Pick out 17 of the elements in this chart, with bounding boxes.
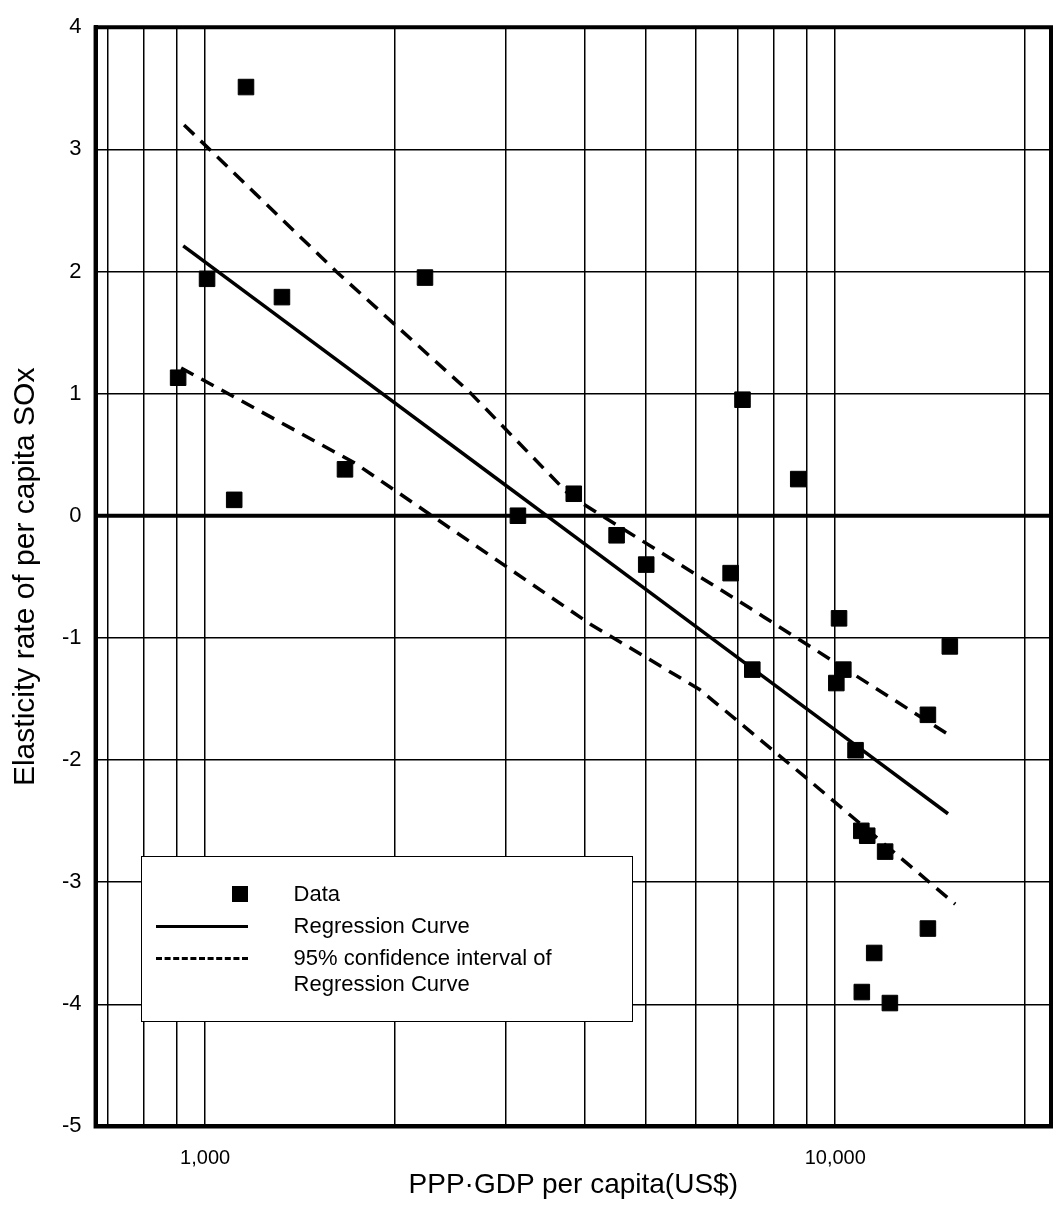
y-tick-label: -3 <box>62 868 82 894</box>
legend-label: 95% confidence interval of Regression Curve <box>293 945 553 998</box>
y-tick-label: 0 <box>69 501 82 527</box>
x-tick-label: 1,000 <box>180 1145 231 1168</box>
y-tick-label: 3 <box>69 135 82 161</box>
y-tick-label: 4 <box>69 13 82 39</box>
legend-label: Regression Curve <box>293 913 470 940</box>
y-tick-label: -2 <box>62 746 82 772</box>
x-tick-label: 10,000 <box>804 1145 866 1168</box>
y-tick-label: -5 <box>62 1112 82 1138</box>
x-axis-title: PPP·GDP per capita(US$) <box>408 1167 738 1199</box>
y-tick-label: 2 <box>69 257 82 283</box>
y-axis-title: Elasticity rate of per capita SOx <box>7 367 41 787</box>
y-tick-label: -1 <box>62 623 82 649</box>
legend-label: Data <box>293 881 341 908</box>
y-tick-label: -4 <box>62 990 82 1016</box>
y-tick-label: 1 <box>69 379 82 405</box>
